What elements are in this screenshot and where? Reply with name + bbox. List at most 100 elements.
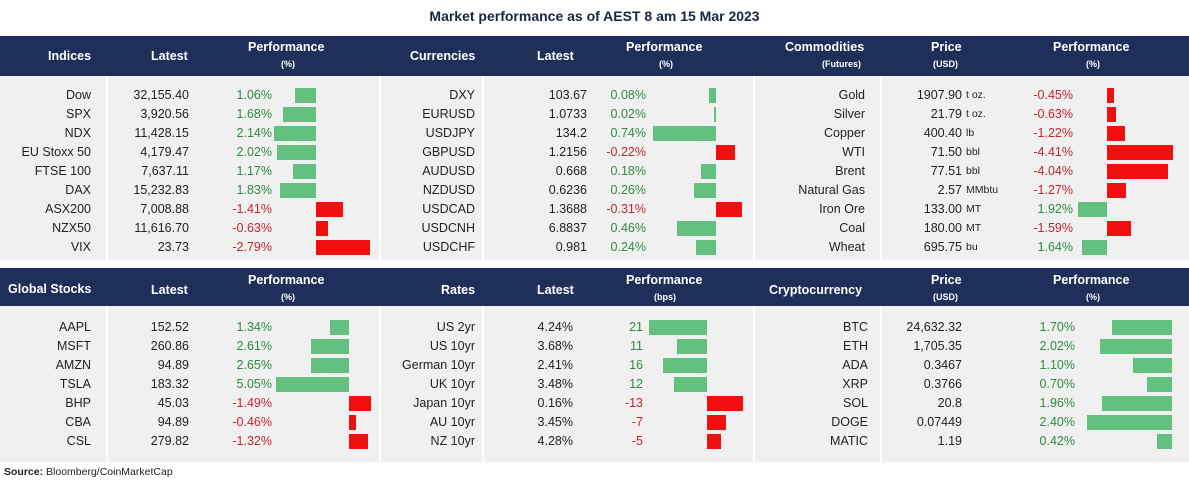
header-stocks-perf-unit: (%)	[281, 292, 295, 302]
row-name: MATIC	[830, 434, 868, 448]
row-latest: 0.07449	[916, 415, 962, 429]
row-performance: 1.34%	[236, 320, 272, 334]
header-commodities-price: Price	[931, 40, 962, 54]
column-divider	[379, 76, 381, 260]
row-latest: 45.03	[157, 396, 189, 410]
performance-bar	[663, 358, 707, 373]
header-global-stocks: Global Stocks	[8, 282, 92, 296]
row-latest: 20.8	[937, 396, 962, 410]
row-performance: 1.64%	[1037, 240, 1073, 254]
performance-bar	[274, 126, 316, 141]
header-commodities-performance: Performance	[1053, 40, 1130, 54]
header-currencies-perf-unit: (%)	[659, 59, 673, 69]
row-unit: bu	[966, 241, 978, 253]
row-latest: 183.32	[150, 377, 189, 391]
row-performance: -1.22%	[1033, 126, 1073, 140]
row-latest: 11,616.70	[134, 221, 189, 235]
row-latest: 695.75	[923, 240, 962, 254]
row-latest: 94.89	[157, 415, 189, 429]
performance-bar	[707, 396, 743, 411]
row-latest: 0.3467	[923, 358, 962, 372]
row-performance: 0.08%	[610, 88, 646, 102]
row-name: US 10yr	[429, 339, 475, 353]
row-name: NZDUSD	[422, 183, 475, 197]
performance-bar	[316, 240, 371, 255]
row-performance: 0.24%	[610, 240, 646, 254]
row-performance: 1.10%	[1039, 358, 1075, 372]
row-performance: 21	[629, 320, 643, 334]
row-latest: 0.3766	[923, 377, 962, 391]
row-name: US 2yr	[436, 320, 475, 334]
performance-bar	[316, 202, 344, 217]
row-latest: 4.24%	[537, 320, 573, 334]
performance-bar	[1107, 107, 1117, 122]
row-name: XRP	[842, 377, 868, 391]
row-name: UK 10yr	[429, 377, 475, 391]
row-latest: 3.68%	[537, 339, 573, 353]
row-latest: 21.79	[930, 107, 962, 121]
top-panel-bg	[0, 76, 1189, 260]
row-name: DXY	[449, 88, 475, 102]
performance-bar	[714, 107, 716, 122]
row-performance: 2.02%	[236, 145, 272, 159]
row-performance: 1.92%	[1037, 202, 1073, 216]
performance-bar	[709, 88, 716, 103]
performance-bar	[295, 88, 316, 103]
row-performance: 11	[630, 339, 643, 353]
header-currencies-latest: Latest	[537, 49, 574, 63]
row-unit: MT	[966, 203, 982, 215]
performance-bar	[1107, 221, 1131, 236]
row-name: EU Stoxx 50	[21, 145, 91, 159]
source-label: Source:	[4, 466, 44, 478]
row-unit: MT	[966, 222, 982, 234]
row-name: USDJPY	[425, 126, 475, 140]
row-name: German 10yr	[402, 358, 475, 372]
performance-bar	[1107, 164, 1168, 179]
performance-bar	[1086, 415, 1172, 430]
bottom-header-bar	[0, 268, 1189, 306]
performance-bar	[676, 339, 707, 354]
row-performance: 1.68%	[236, 107, 272, 121]
row-unit: bbl	[966, 165, 981, 177]
column-divider	[880, 76, 882, 260]
row-performance: 0.18%	[610, 164, 646, 178]
row-latest: 32,155.40	[133, 88, 189, 102]
row-latest: 0.668	[555, 164, 587, 178]
row-name: ASX200	[45, 202, 91, 216]
row-latest: 1.2156	[548, 145, 587, 159]
row-name: FTSE 100	[34, 164, 91, 178]
column-divider	[753, 306, 755, 462]
column-divider	[106, 76, 108, 260]
row-latest: 71.50	[930, 145, 962, 159]
header-rates-performance: Performance	[626, 273, 703, 287]
performance-bar	[329, 320, 349, 335]
row-latest: 11,428.15	[134, 126, 189, 140]
row-performance: 2.61%	[236, 339, 272, 353]
performance-bar	[1078, 202, 1107, 217]
performance-bar	[349, 396, 371, 411]
row-name: DAX	[65, 183, 91, 197]
header-stocks-latest: Latest	[151, 283, 188, 297]
row-unit: bbl	[966, 146, 981, 158]
performance-bar	[310, 358, 349, 373]
performance-bar	[1107, 145, 1174, 160]
performance-bar	[693, 183, 716, 198]
row-latest: 3.45%	[537, 415, 573, 429]
row-performance: 0.46%	[610, 221, 646, 235]
row-performance: -0.46%	[232, 415, 272, 429]
row-performance: 1.70%	[1039, 320, 1075, 334]
performance-bar	[676, 221, 716, 236]
row-name: DOGE	[831, 415, 868, 429]
row-performance: -1.27%	[1033, 183, 1073, 197]
row-name: USDCHF	[422, 240, 475, 254]
performance-bar	[311, 339, 349, 354]
row-performance: 1.96%	[1039, 396, 1075, 410]
row-name: NDX	[64, 126, 91, 140]
row-performance: -0.63%	[1033, 107, 1073, 121]
row-performance: -13	[624, 396, 643, 410]
row-performance: 2.14%	[236, 126, 272, 140]
row-latest: 0.981	[555, 240, 587, 254]
row-name: GBPUSD	[422, 145, 475, 159]
row-performance: 2.02%	[1039, 339, 1075, 353]
row-name: NZX50	[52, 221, 91, 235]
